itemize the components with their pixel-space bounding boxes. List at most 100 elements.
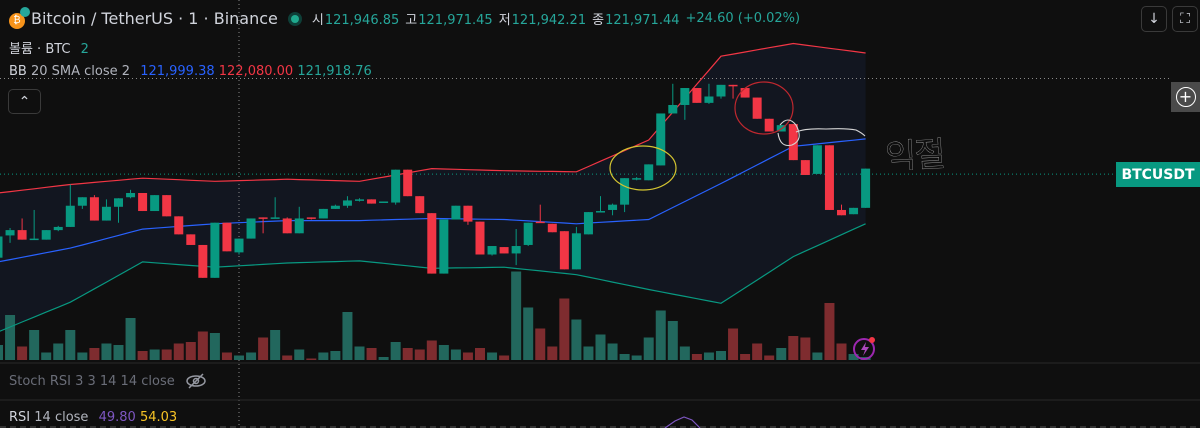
volume-bar [703, 352, 714, 360]
bollinger-legend[interactable]: BB 20 SMA close 2 121,999.38 122,080.00 … [9, 64, 372, 79]
collapse-legend-button[interactable]: ⌃ [8, 89, 41, 114]
volume-bar [414, 349, 425, 360]
volume-bar [595, 334, 606, 360]
candle-up [861, 168, 871, 208]
volume-bar [318, 352, 329, 360]
volume-bar [306, 358, 317, 360]
eye-off-icon[interactable] [185, 373, 207, 389]
market-open-status-icon [287, 11, 302, 26]
candle-up [632, 178, 642, 180]
volume-bar [53, 343, 64, 360]
volume-bar [101, 343, 112, 360]
volume-bar [342, 312, 353, 360]
bb-basis-value: 121,999.38 [140, 64, 215, 79]
arrow-down-icon: ↓ [1148, 11, 1160, 27]
volume-bar [221, 352, 232, 360]
candle-up [620, 178, 630, 205]
volume-bar [824, 303, 835, 360]
candle-down [306, 217, 316, 219]
bb-upper-value: 122,080.00 [218, 64, 294, 79]
candle-up [704, 96, 714, 103]
volume-bar [0, 345, 3, 360]
rsi-line [664, 416, 701, 428]
volume-bar [234, 355, 244, 360]
volume-bar [800, 337, 811, 360]
candle-up [355, 199, 364, 201]
symbol-title[interactable]: Bitcoin / TetherUS · 1 · Binance [31, 9, 278, 28]
volume-bar [679, 346, 690, 360]
volume-bar [607, 343, 618, 360]
candle-down [535, 221, 545, 224]
rsi-legend[interactable]: RSI 14 close 49.80 54.03 [9, 410, 177, 425]
candle-up [294, 218, 304, 234]
candle-up [379, 201, 389, 203]
candle-down [764, 118, 774, 132]
price-change: +24.60 (+0.02%) [685, 11, 801, 26]
volume-bar [270, 330, 281, 360]
handwritten-annotation[interactable]: 익절 [884, 134, 945, 178]
yellow-circle-drawing [609, 145, 677, 191]
volume-bar [294, 349, 305, 360]
candle-up [596, 211, 605, 213]
add-alert-button[interactable]: + [1171, 82, 1200, 112]
volume-bar [619, 354, 630, 360]
volume-bar [173, 343, 184, 360]
volume-bar [655, 310, 666, 360]
candle-up [101, 206, 111, 221]
bitcoin-logo-icon: ₿ [9, 6, 30, 29]
volume-bar [402, 348, 413, 360]
candle-up [571, 233, 581, 270]
candle-up [656, 113, 666, 166]
candle-down [138, 193, 148, 212]
fullscreen-icon: ⛶ [1180, 11, 1190, 27]
volume-bar [462, 352, 473, 360]
volume-bar [185, 342, 196, 360]
candle-down [403, 169, 413, 197]
rsi-label: RSI [9, 410, 31, 425]
volume-bar [438, 345, 449, 360]
candle-up [65, 205, 75, 227]
candle-down [258, 217, 268, 219]
candle-down [162, 195, 172, 217]
volume-bar [41, 352, 52, 360]
candle-up [0, 236, 3, 258]
volume-bar [716, 351, 726, 360]
volume-bar [366, 348, 377, 360]
volume-bar [209, 333, 220, 360]
candle-up [812, 145, 822, 174]
candle-up [270, 217, 280, 219]
volume-legend[interactable]: 볼륨 · BTC 2 [9, 38, 89, 57]
candle-up [126, 193, 136, 198]
candle-down [198, 244, 208, 278]
candle-down [824, 145, 834, 210]
candle-up [849, 207, 859, 215]
volume-bar [848, 354, 859, 360]
volume-bar [631, 355, 642, 360]
stoch-rsi-legend[interactable]: Stoch RSI 3 3 14 14 close [9, 373, 207, 389]
candle-up [342, 200, 352, 206]
volume-value: 2 [80, 42, 89, 57]
fullscreen-button[interactable]: ⛶ [1172, 6, 1198, 32]
bb-lower-value: 121,918.76 [297, 64, 372, 79]
candle-up [668, 104, 678, 114]
volume-bar [487, 352, 498, 360]
volume-bar [511, 271, 522, 360]
candle-up [680, 88, 690, 105]
volume-bar [571, 319, 582, 360]
volume-bar [499, 355, 510, 360]
bollinger-upper-line [0, 42, 866, 194]
candle-up [318, 208, 328, 219]
lightning-icon [853, 338, 875, 360]
bollinger-band-fill [0, 43, 866, 332]
volume-label: 볼륨 · BTC [9, 42, 71, 57]
bb-params: 20 SMA close 2 [30, 64, 131, 79]
download-button[interactable]: ↓ [1141, 6, 1167, 32]
volume-bar [691, 354, 702, 360]
volume-bar [559, 298, 570, 360]
volume-bar [643, 337, 654, 360]
candle-up [246, 218, 256, 239]
volume-bar [282, 355, 293, 360]
candle-down [463, 205, 473, 222]
candle-up [5, 230, 15, 236]
